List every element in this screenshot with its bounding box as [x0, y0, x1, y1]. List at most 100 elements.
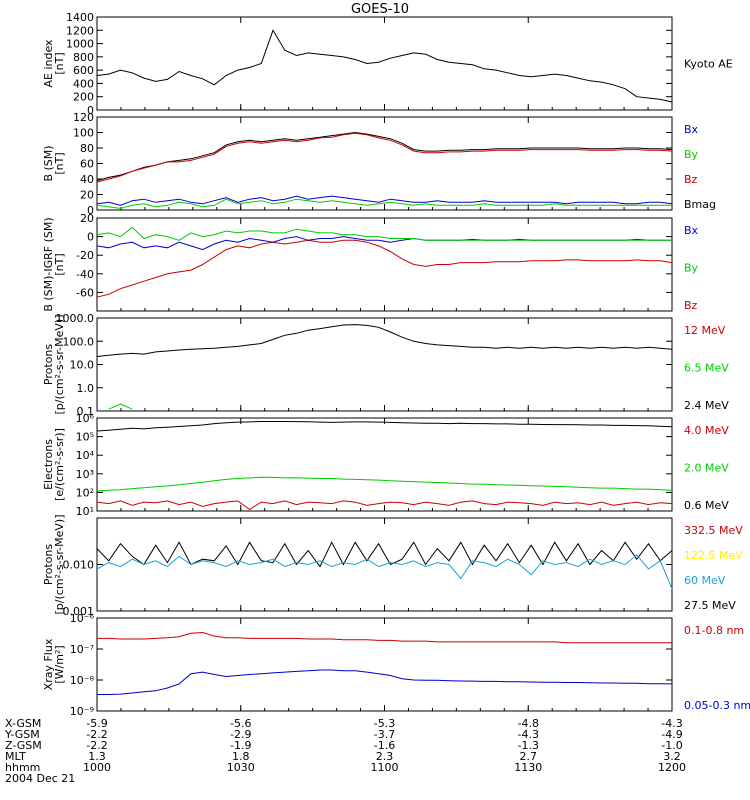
legend-item: 0.1-0.8 nm [684, 624, 744, 637]
legend-item: 122.5 MeV [684, 549, 743, 562]
legend-item: 4.0 MeV [684, 424, 729, 437]
row-value: 1.3 [88, 750, 106, 763]
legend-item: Bz [684, 173, 698, 186]
y-tick-label: 10⁻⁶ [70, 612, 95, 625]
series-line-bz [96, 239, 673, 298]
legend-item: 0.6 MeV [684, 499, 729, 512]
row-value: 1100 [371, 761, 399, 774]
y-tick-label: 200 [73, 91, 94, 104]
panel-4: 0.1 1.0 10.0 100.0 1000.0Protons[p/(cm²-s-sr… [42, 312, 729, 418]
y-tick-label: 100 [73, 127, 94, 140]
y-tick-label: 0.1 [77, 405, 95, 418]
y-tick-label: 800 [73, 51, 94, 64]
y-tick-label: 10⁻⁹ [70, 705, 94, 718]
panel-2: 0 20 40 60 80 100 120 B (SM)[nT] Bx By Bz Bmag [42, 111, 716, 217]
row-value: -2.9 [230, 728, 251, 741]
y-axis-label: B (SM)-IGRF (SM)[nT] [42, 217, 66, 311]
y-tick-label: 60 [80, 158, 94, 171]
row-label: hhmm [5, 761, 40, 774]
row-value: -4.9 [661, 728, 682, 741]
legend-item: 27.5 MeV [684, 599, 736, 612]
row-value: 1030 [227, 761, 255, 774]
row-value: 1.8 [232, 750, 250, 763]
series-line-bx [96, 236, 672, 251]
series-line-bmag [96, 131, 673, 182]
y-tick-label: 400 [73, 77, 94, 90]
series-line-2-4-mev [96, 324, 673, 357]
y-tick-label: 0 [87, 231, 94, 244]
panel-frame [96, 417, 673, 512]
series-line-0-05-0-3-nm [97, 669, 673, 695]
y-axis-label: Xray Flux[W/m²] [42, 638, 66, 690]
legend-item: 2.0 MeV [684, 462, 729, 475]
y-tick-label: 1000.0 [56, 312, 95, 325]
series-line-by [96, 226, 672, 241]
y-tick-label: 10⁴ [76, 449, 95, 462]
series-line-0-1-0-8-nm [97, 631, 672, 644]
y-axis-label: Protons[p/(cm²-s-sr-MeV)] [42, 515, 66, 615]
y-tick-label: 1000 [66, 38, 94, 51]
y-tick-label: 10¹ [76, 505, 94, 518]
date-label: 2004 Dec 21 [5, 772, 75, 785]
row-value: -4.3 [518, 728, 539, 741]
panel-3: -60 -40 -20 0 20 B (SM)-IGRF (SM)[nT] Bx By Bz [42, 212, 699, 312]
row-label: MLT [5, 750, 26, 763]
y-tick-label: 10² [76, 486, 94, 499]
series-line-kyoto-ae [96, 29, 673, 103]
y-axis-label: Protons[p/(cm²-s-sr-MeV)] [42, 315, 66, 415]
y-tick-label: 600 [73, 64, 94, 77]
row-value: 1130 [514, 761, 542, 774]
row-value: -2.2 [86, 728, 107, 741]
row-value: -3.7 [374, 728, 395, 741]
row-label: X-GSM [5, 717, 41, 730]
panel-frame [96, 16, 673, 111]
legend-item: 6.5 MeV [684, 362, 729, 375]
row-value: 2.7 [520, 750, 538, 763]
row-value: 3.2 [663, 750, 681, 763]
row-value: -1.3 [518, 739, 539, 752]
legend-item: 0.05-0.3 nm [684, 699, 750, 712]
y-tick-label: 10³ [76, 468, 94, 481]
y-tick-label: 10⁵ [76, 431, 94, 444]
panel-frame [96, 217, 673, 312]
series-line-bx [96, 195, 673, 206]
y-tick-label: 1400 [66, 11, 94, 24]
y-tick-label: 20 [80, 212, 94, 225]
panel-7: 10⁻⁹ 10⁻⁸ 10⁻⁷ 10⁻⁶ Xray Flux[W/m²] 0.1-0.8 n… [42, 612, 750, 718]
y-tick-label: 20 [80, 189, 94, 202]
y-axis-label: AE index[nT] [42, 39, 66, 88]
chart-title: GOES-10 [351, 2, 409, 17]
series-line-0-6-mev [96, 421, 673, 432]
series-line-60-mev [96, 554, 673, 589]
y-tick-label: 0.010 [63, 559, 95, 572]
row-value: -4.3 [661, 717, 682, 730]
y-tick-label: 40 [80, 173, 94, 186]
y-tick-label: 0.001 [63, 605, 95, 618]
y-tick-label: 80 [80, 142, 94, 155]
y-axis-label: B (SM)[nT] [42, 145, 66, 181]
legend-item: 12 MeV [684, 324, 726, 337]
y-tick-label: 10⁻⁸ [70, 674, 95, 687]
y-tick-label: 10⁻⁷ [70, 643, 94, 656]
row-value: -5.3 [374, 717, 395, 730]
bottom-axis-table: X-GSM -5.9 -5.6 -5.3 -4.8 -4.3Y-GSM -2.2 -2.9 -3… [4, 717, 686, 785]
legend-item: Kyoto AE [684, 58, 733, 71]
row-value: -4.8 [518, 717, 539, 730]
row-value: -5.6 [230, 717, 251, 730]
legend-item: Bx [684, 123, 699, 136]
y-tick-label: 10.0 [70, 359, 95, 372]
y-tick-label: 0 [87, 104, 94, 117]
row-value: 1000 [83, 761, 111, 774]
series-line-bz [96, 132, 673, 183]
row-value: 2.3 [376, 750, 394, 763]
legend-item: Bmag [684, 198, 716, 211]
row-value: -1.0 [661, 739, 682, 752]
y-tick-label: -60 [76, 286, 94, 299]
legend-item: 60 MeV [684, 574, 726, 587]
y-tick-label: 120 [73, 111, 94, 124]
series-line-by [96, 198, 672, 209]
